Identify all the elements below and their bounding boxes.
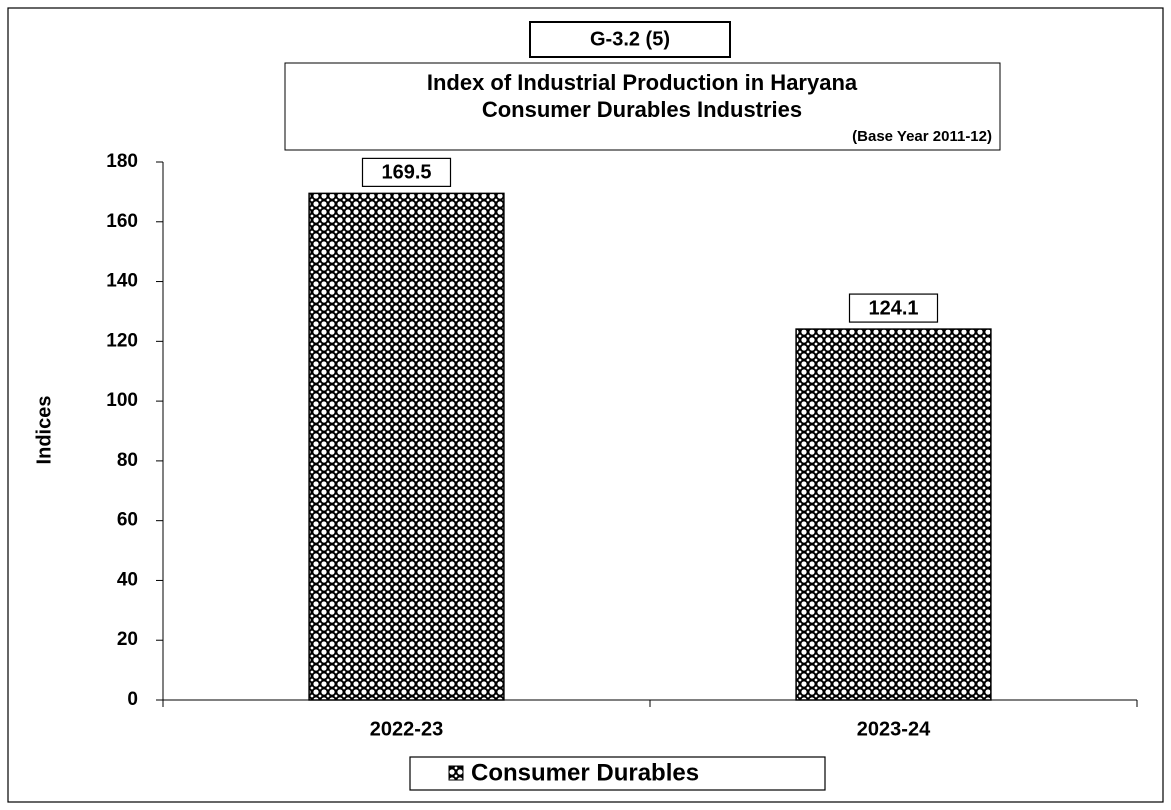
y-tick-label: 100	[106, 390, 138, 411]
bar	[795, 328, 992, 701]
y-tick-label: 140	[106, 271, 138, 292]
y-tick-label: 160	[106, 211, 138, 232]
data-label-box	[848, 293, 939, 323]
chart-title: Index of Industrial Production in Haryan…	[427, 70, 858, 95]
x-tick-label: 2022-23	[370, 718, 443, 740]
y-tick-label: 180	[106, 151, 138, 172]
y-tick-label: 80	[117, 450, 138, 471]
y-tick-label: 60	[117, 510, 138, 531]
data-label: 169.5	[381, 162, 431, 184]
chart-subtitle: (Base Year 2011-12)	[852, 128, 992, 145]
frame	[7, 7, 1164, 803]
y-tick-label: 0	[127, 689, 138, 710]
figure-label: G-3.2 (5)	[590, 28, 670, 50]
y-tick-label: 40	[117, 569, 138, 590]
legend-swatch	[448, 765, 464, 781]
x-tick-label: 2023-24	[857, 718, 931, 740]
y-tick-label: 120	[106, 330, 138, 351]
legend-label: Consumer Durables	[471, 759, 699, 786]
data-label: 124.1	[868, 297, 918, 319]
figure-label-box	[529, 21, 731, 58]
chart-title: Consumer Durables Industries	[482, 97, 802, 122]
y-tick-label: 20	[117, 629, 138, 650]
bar	[308, 192, 505, 701]
legend-box	[409, 756, 826, 791]
data-label-box	[361, 157, 452, 187]
title-box	[284, 62, 1001, 151]
y-axis-label: Indices	[33, 396, 55, 465]
